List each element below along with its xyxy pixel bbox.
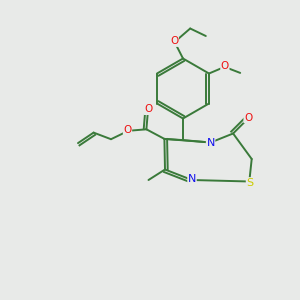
- Text: O: O: [144, 104, 153, 115]
- Text: N: N: [188, 174, 196, 184]
- Text: O: O: [170, 36, 178, 46]
- Text: O: O: [244, 112, 252, 123]
- Text: O: O: [123, 125, 132, 135]
- Text: S: S: [246, 178, 254, 188]
- Text: O: O: [221, 61, 229, 71]
- Text: N: N: [206, 137, 215, 148]
